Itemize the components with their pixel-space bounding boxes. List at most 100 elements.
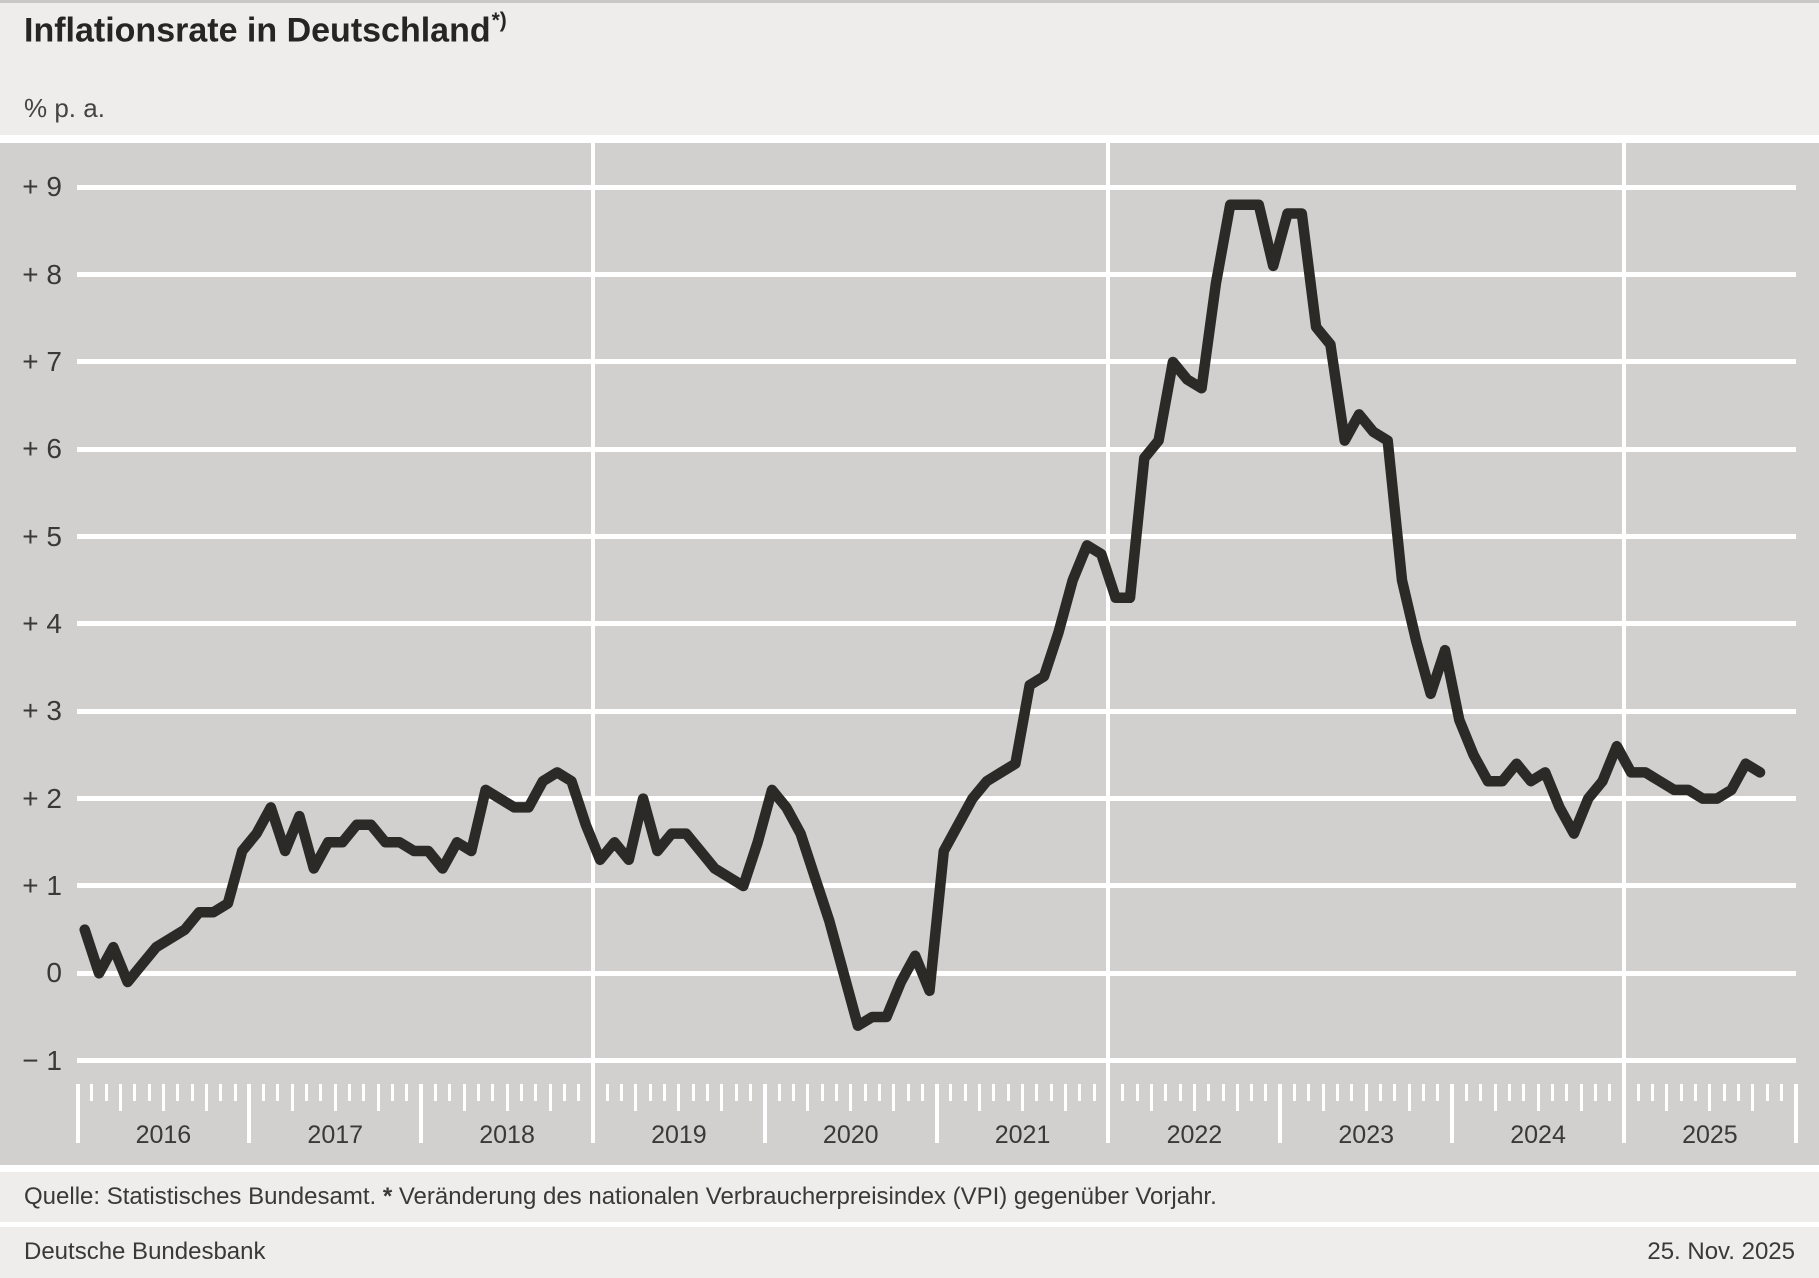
x-axis-month-tick	[1064, 1084, 1068, 1111]
x-axis-month-tick	[648, 1084, 652, 1101]
x-axis-month-tick	[319, 1084, 323, 1101]
x-axis-month-tick	[391, 1084, 395, 1101]
x-axis-month-tick	[476, 1084, 480, 1101]
x-axis-month-tick	[1708, 1084, 1712, 1111]
x-axis-month-tick	[448, 1084, 452, 1101]
x-axis-month-tick	[376, 1084, 380, 1111]
x-axis-month-tick	[1479, 1084, 1483, 1101]
x-axis-month-tick	[305, 1084, 309, 1101]
gridline-horizontal	[76, 796, 1796, 802]
x-axis-month-tick	[706, 1084, 710, 1101]
x-axis-month-tick	[1651, 1084, 1655, 1101]
footer-source-row: Quelle: Statistisches Bundesamt. * Verän…	[0, 1172, 1819, 1222]
x-axis-year-tick	[1106, 1084, 1111, 1143]
title-footnote-marker: *)	[491, 9, 507, 32]
x-axis-month-tick	[405, 1084, 409, 1101]
page-title-text: Inflationsrate in Deutschland	[24, 11, 491, 50]
x-axis-month-tick	[462, 1084, 466, 1111]
x-axis-month-tick	[820, 1084, 824, 1101]
x-axis-month-tick	[1593, 1084, 1597, 1101]
x-axis-month-tick	[133, 1084, 137, 1101]
x-axis-year-label: 2018	[479, 1121, 535, 1149]
x-axis-month-tick	[190, 1084, 194, 1101]
x-axis-year-tick	[934, 1084, 939, 1143]
page-title: Inflationsrate in Deutschland*)	[24, 9, 507, 50]
x-axis-month-tick	[562, 1084, 566, 1101]
x-axis-month-tick	[1006, 1084, 1010, 1101]
x-axis-month-tick	[691, 1084, 695, 1101]
gridline-horizontal	[76, 621, 1796, 627]
x-axis-month-tick	[1665, 1084, 1669, 1111]
x-axis-month-tick	[1436, 1084, 1440, 1101]
plot-footer-separator-rule	[0, 1165, 1819, 1172]
x-axis-month-tick	[1393, 1084, 1397, 1101]
x-axis-year-tick	[419, 1084, 424, 1143]
x-axis-month-tick	[1722, 1084, 1726, 1101]
gridline-vertical	[1106, 143, 1111, 1084]
gridline-horizontal	[76, 359, 1796, 365]
x-axis-month-tick	[1422, 1084, 1425, 1101]
y-axis-label: − 1	[22, 1044, 62, 1076]
x-axis-year-label: 2021	[994, 1121, 1051, 1149]
x-axis-month-tick	[992, 1084, 996, 1101]
x-axis-month-tick	[1608, 1084, 1612, 1101]
x-axis-year-label: 2016	[135, 1121, 192, 1149]
x-axis-year-label: 2022	[1166, 1121, 1223, 1149]
x-axis-year-tick	[1621, 1084, 1626, 1143]
x-axis-month-tick	[505, 1084, 509, 1111]
footer-separator-rule	[0, 1222, 1819, 1227]
x-axis-month-tick	[920, 1084, 924, 1101]
x-axis-month-tick	[749, 1084, 752, 1101]
x-axis-month-tick	[519, 1084, 523, 1101]
x-axis-month-tick	[262, 1084, 266, 1101]
x-axis-month-tick	[104, 1084, 108, 1101]
x-axis-year-tick	[1278, 1084, 1283, 1143]
x-axis-month-tick	[892, 1084, 896, 1111]
inflation-rate-line	[79, 199, 1766, 1031]
x-axis-month-tick	[161, 1084, 165, 1111]
x-axis-month-tick	[1493, 1084, 1497, 1111]
x-axis-month-tick	[734, 1084, 738, 1101]
header-separator-rule	[0, 135, 1819, 143]
x-axis-month-tick	[219, 1084, 223, 1101]
x-axis-year-tick	[75, 1084, 80, 1143]
x-axis-month-tick	[1779, 1084, 1783, 1101]
x-axis-month-tick	[1235, 1084, 1239, 1111]
x-axis-month-tick	[1164, 1084, 1168, 1101]
x-axis-month-tick	[1694, 1084, 1698, 1101]
source-note: Quelle: Statistisches Bundesamt. * Verän…	[24, 1183, 1217, 1211]
y-axis-label: + 5	[22, 520, 62, 552]
x-axis-month-tick	[1336, 1084, 1340, 1101]
footnote-marker: *	[382, 1183, 393, 1210]
x-axis-month-tick	[1049, 1084, 1053, 1101]
x-axis-month-tick	[1021, 1084, 1025, 1111]
x-axis-month-tick	[1207, 1084, 1211, 1101]
y-axis-unit-label: % p. a.	[24, 93, 105, 123]
y-axis-label: + 8	[22, 258, 62, 290]
x-axis-month-tick	[1765, 1084, 1769, 1101]
x-axis-month-tick	[806, 1084, 810, 1111]
x-axis-month-tick	[1507, 1084, 1511, 1101]
x-axis-month-tick	[1407, 1084, 1411, 1111]
x-axis-month-tick	[677, 1084, 681, 1111]
x-axis-month-tick	[834, 1084, 838, 1101]
y-axis-label: + 1	[22, 869, 62, 901]
x-axis-month-tick	[1192, 1084, 1196, 1111]
x-axis-year-tick	[247, 1084, 252, 1143]
x-axis-year-label: 2023	[1338, 1121, 1395, 1149]
x-axis-month-tick	[1737, 1084, 1741, 1101]
x-axis-month-tick	[147, 1084, 151, 1101]
gridline-horizontal	[76, 272, 1796, 278]
x-axis-month-tick	[176, 1084, 180, 1101]
x-axis-month-tick	[118, 1084, 122, 1111]
publication-date: 25. Nov. 2025	[1647, 1238, 1795, 1265]
x-axis-month-tick	[777, 1084, 781, 1101]
x-axis-month-tick	[634, 1084, 638, 1111]
x-axis-year-tick	[762, 1084, 767, 1143]
x-axis-month-tick	[1364, 1084, 1368, 1111]
x-axis-month-tick	[90, 1084, 94, 1101]
footnote-text: Veränderung des nationalen Verbraucherpr…	[398, 1183, 1217, 1210]
x-axis-month-tick	[290, 1084, 294, 1111]
x-axis-month-tick	[1550, 1084, 1554, 1101]
x-axis-month-tick	[1293, 1084, 1297, 1101]
